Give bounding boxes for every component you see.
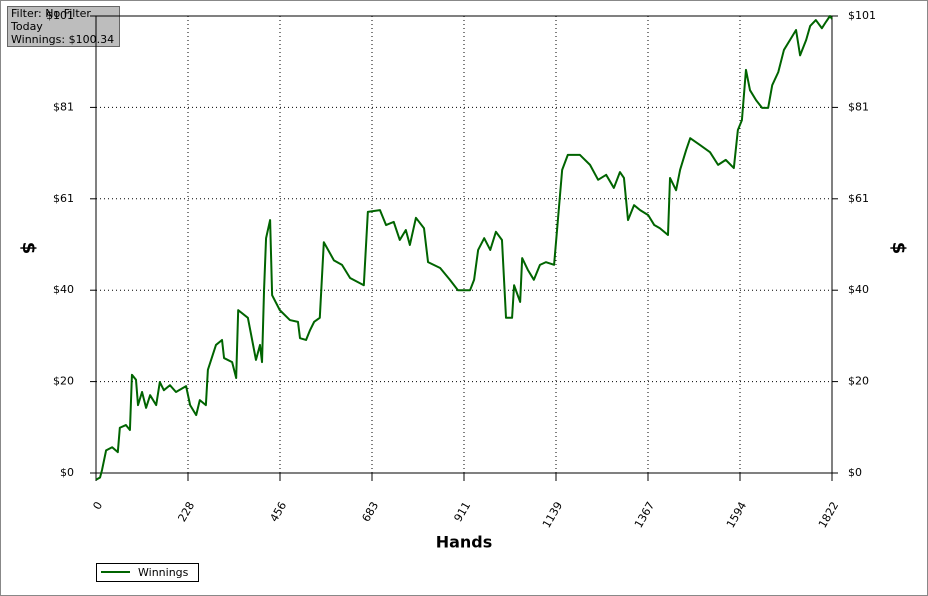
y-axis-label: $	[18, 242, 39, 255]
info-line: Today	[10, 20, 43, 33]
y-tick-label: $40	[53, 283, 74, 296]
y2-tick-label: $0	[848, 466, 862, 479]
info-box-bg	[7, 6, 120, 47]
legend-label: Winnings	[138, 566, 189, 579]
y2-axis-label: $	[888, 242, 909, 255]
y2-tick-label: $81	[848, 100, 869, 113]
y2-tick-label: $40	[848, 283, 869, 296]
info-line: Winnings: $100.34	[11, 33, 114, 46]
y-tick-label: $20	[53, 375, 74, 388]
legend-box	[96, 563, 199, 582]
y2-tick-label: $20	[848, 375, 869, 388]
y-tick-label: $81	[53, 100, 74, 113]
series-line	[95, 15, 833, 481]
y2-tick-label: $61	[848, 192, 869, 205]
y-tick-label: $61	[53, 192, 74, 205]
y-tick-label: $0	[60, 466, 74, 479]
x-axis-label: Hands	[436, 533, 493, 552]
y2-tick-label: $101	[848, 9, 876, 22]
y-tick-label: $101	[46, 9, 74, 22]
info-line: Filter: No Filter	[11, 7, 91, 20]
info-box: Filter: No Filter Today Winnings: $100.3…	[7, 6, 120, 47]
